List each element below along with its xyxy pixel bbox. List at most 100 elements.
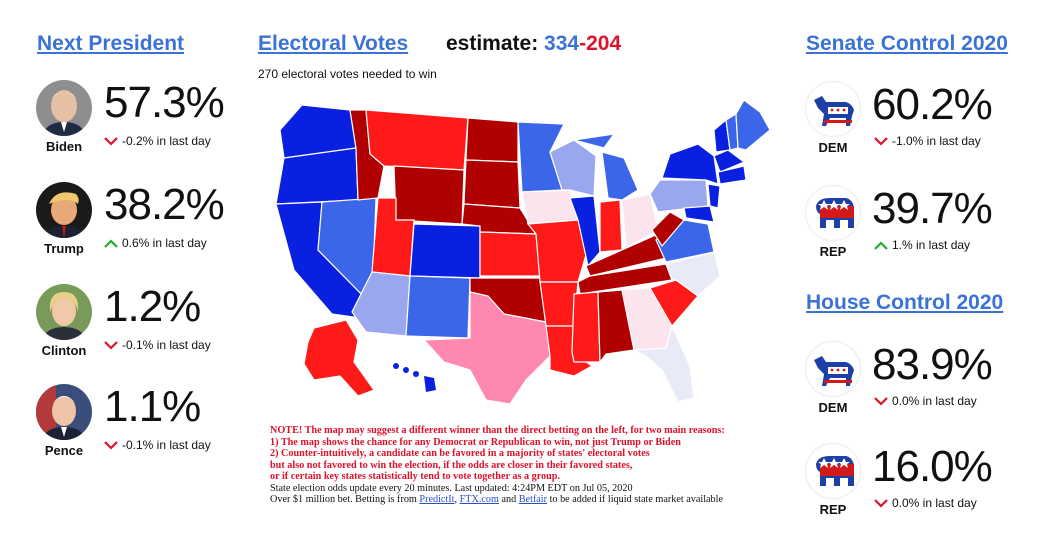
change-indicator: -0.1% in last day xyxy=(104,438,211,452)
change-text: 0.6% in last day xyxy=(122,236,207,250)
candidate-name: Trump xyxy=(44,241,84,256)
state-alaska[interactable] xyxy=(303,319,375,397)
note-line: NOTE! The map may suggest a different wi… xyxy=(270,425,725,436)
party-label: DEM xyxy=(818,400,848,415)
change-text: 0.0% in last day xyxy=(892,496,977,510)
state-florida[interactable] xyxy=(631,324,695,403)
avatar xyxy=(36,284,92,340)
candidate-pence[interactable]: Pence 1.1% -0.1% in last day xyxy=(36,382,246,474)
avatar xyxy=(36,80,92,136)
candidate-percentage: 57.3% xyxy=(104,78,225,127)
change-indicator: -0.2% in last day xyxy=(104,134,211,148)
change-indicator: 0.6% in last day xyxy=(104,236,207,250)
state-mississippi[interactable] xyxy=(571,291,601,363)
senate-rep[interactable]: REP 39.7% 1.% in last day xyxy=(806,184,1036,276)
senate-dem[interactable]: DEM 60.2% -1.0% in last day xyxy=(806,80,1036,172)
candidate-name: Pence xyxy=(44,443,84,458)
change-text: -0.1% in last day xyxy=(122,338,211,352)
arrow-down-icon xyxy=(104,137,118,146)
state-connecticut[interactable] xyxy=(717,165,747,185)
state-colorado[interactable] xyxy=(409,223,481,279)
republican-elephant-icon xyxy=(806,444,860,498)
candidate-name: Biden xyxy=(45,139,83,154)
state-michigan[interactable] xyxy=(573,133,639,201)
state-maryland[interactable] xyxy=(683,205,715,223)
arrow-down-icon xyxy=(874,397,888,406)
note-line: 2) Counter-intuitively, a candidate can … xyxy=(270,448,650,459)
candidate-trump[interactable]: Trump 38.2% 0.6% in last day xyxy=(36,180,246,272)
votes-needed-text: 270 electoral votes needed to win xyxy=(258,67,437,81)
arrow-up-icon xyxy=(874,241,888,251)
state-hawaii[interactable] xyxy=(393,363,436,392)
estimate-rep: 204 xyxy=(586,32,622,55)
bet-suffix: to be added if liquid state market avail… xyxy=(547,494,724,505)
state-west-virginia[interactable] xyxy=(651,211,685,248)
note-line: but also not favored to win the election… xyxy=(270,459,633,471)
electoral-map[interactable] xyxy=(274,100,774,415)
arrow-down-icon xyxy=(874,137,888,146)
change-text: 1.% in last day xyxy=(892,238,971,252)
state-wyoming[interactable] xyxy=(393,165,465,225)
state-iowa[interactable] xyxy=(521,189,579,225)
change-text: -0.2% in last day xyxy=(122,134,211,148)
electoral-estimate: estimate: 334-204 xyxy=(446,32,621,56)
candidate-biden[interactable]: Biden 57.3% -0.2% in last day xyxy=(36,78,246,170)
arrow-down-icon xyxy=(104,341,118,350)
state-maine[interactable] xyxy=(735,100,771,151)
state-indiana[interactable] xyxy=(599,199,623,253)
next-president-link[interactable]: Next President xyxy=(37,32,185,55)
estimate-label: estimate: xyxy=(446,32,539,55)
candidate-percentage: 38.2% xyxy=(104,180,225,229)
candidate-clinton[interactable]: Clinton 1.2% -0.1% in last day xyxy=(36,282,246,374)
state-montana[interactable] xyxy=(365,109,469,171)
state-kansas[interactable] xyxy=(479,231,541,277)
change-text: -1.0% in last day xyxy=(892,134,981,148)
state-north-dakota[interactable] xyxy=(465,117,519,163)
senate-control-link[interactable]: Senate Control 2020 xyxy=(806,32,1008,55)
candidate-percentage: 1.1% xyxy=(104,382,201,431)
house-control-link[interactable]: House Control 2020 xyxy=(806,291,1004,314)
estimate-dash: - xyxy=(579,32,587,55)
arrow-down-icon xyxy=(874,499,888,508)
note-line: 1) The map shows the chance for any Demo… xyxy=(270,436,681,448)
state-south-dakota[interactable] xyxy=(463,159,521,209)
state-pennsylvania[interactable] xyxy=(649,179,709,213)
arrow-down-icon xyxy=(104,441,118,450)
betting-source-text: Over $1 million bet. Betting is from Pre… xyxy=(270,494,770,506)
arrow-up-icon xyxy=(104,239,118,249)
house-rep[interactable]: REP 16.0% 0.0% in last day xyxy=(806,442,1036,534)
party-percentage: 60.2% xyxy=(872,80,993,129)
state-arizona[interactable] xyxy=(351,271,411,337)
change-indicator: -1.0% in last day xyxy=(874,134,981,148)
separator: , xyxy=(454,494,460,505)
change-indicator: 0.0% in last day xyxy=(874,496,977,510)
state-arkansas[interactable] xyxy=(539,281,579,327)
democrat-donkey-icon xyxy=(806,82,860,136)
state-massachusetts[interactable] xyxy=(713,149,746,173)
state-new-jersey[interactable] xyxy=(707,183,721,209)
change-indicator: -0.1% in last day xyxy=(104,338,211,352)
democrat-donkey-icon xyxy=(806,342,860,396)
change-indicator: 0.0% in last day xyxy=(874,394,977,408)
and-text: and xyxy=(498,494,519,505)
note-line: or if certain key states statistically t… xyxy=(270,471,561,482)
change-text: -0.1% in last day xyxy=(122,438,211,452)
republican-elephant-icon xyxy=(806,186,860,240)
party-percentage: 39.7% xyxy=(872,184,993,233)
house-dem[interactable]: DEM 83.9% 0.0% in last day xyxy=(806,340,1036,432)
avatar xyxy=(36,384,92,440)
map-note: NOTE! The map may suggest a different wi… xyxy=(270,425,770,506)
estimate-dem: 334 xyxy=(544,32,580,55)
party-percentage: 16.0% xyxy=(872,442,993,491)
betfair-link[interactable]: Betfair xyxy=(518,494,548,505)
ftx-link[interactable]: FTX.com xyxy=(459,494,499,505)
party-label: DEM xyxy=(818,140,848,155)
state-illinois[interactable] xyxy=(569,195,601,268)
state-new-mexico[interactable] xyxy=(405,275,471,339)
update-text: State election odds update every 20 minu… xyxy=(270,482,633,494)
electoral-votes-link[interactable]: Electoral Votes xyxy=(258,32,409,55)
party-percentage: 83.9% xyxy=(872,340,993,389)
predictit-link[interactable]: PredictIt xyxy=(419,494,455,505)
avatar xyxy=(36,182,92,238)
state-new-york[interactable] xyxy=(661,143,719,185)
